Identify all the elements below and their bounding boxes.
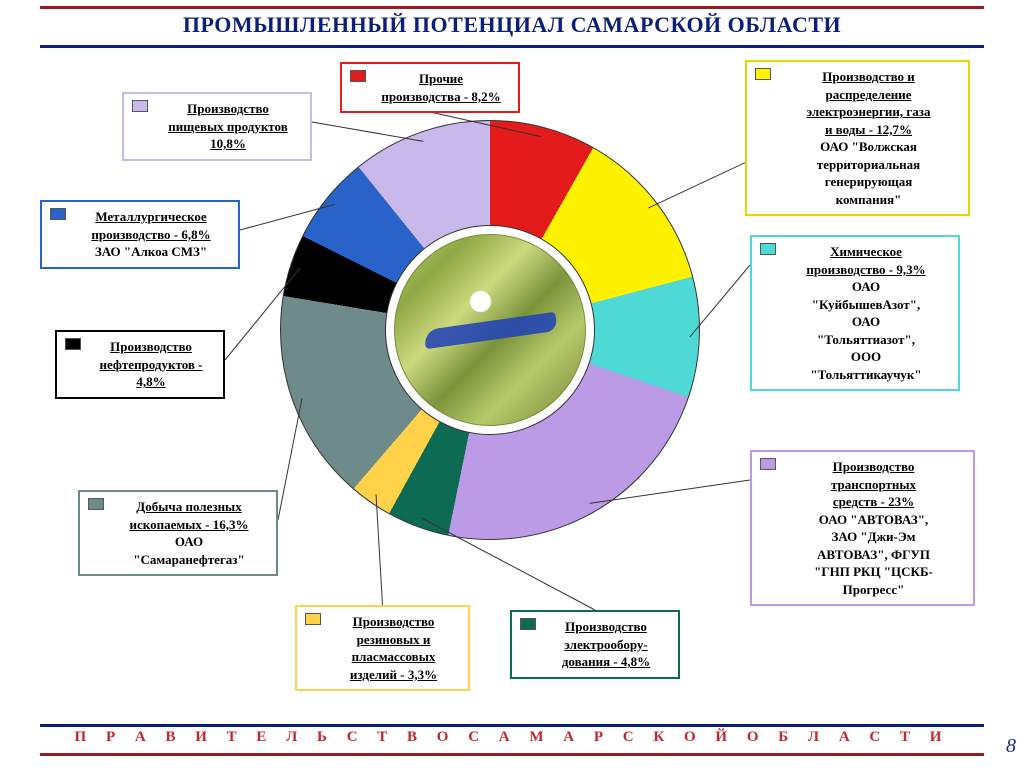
label-text-mining: Добыча полезныхископаемых - 16,3%ОАО"Сам… [110,498,268,568]
swatch-metal [50,208,66,220]
donut-hole [385,225,595,435]
swatch-food [132,100,148,112]
region-map-icon [394,234,585,425]
label-text-other: Прочиепроизводства - 8,2% [372,70,510,105]
footer-rule-bottom [40,753,984,756]
label-other: Прочиепроизводства - 8,2% [340,62,520,113]
footer-text: П Р А В И Т Е Л Ь С Т В О С А М А Р С К … [40,729,984,746]
swatch-petro [65,338,81,350]
donut-chart [280,120,700,540]
swatch-electro [520,618,536,630]
title-rule-top [40,6,984,9]
label-text-transport: Производствотранспортныхсредств - 23%ОАО… [782,458,965,598]
title-rule-bottom [40,45,984,48]
label-mining: Добыча полезныхископаемых - 16,3%ОАО"Сам… [78,490,278,576]
label-energy: Производство ираспределениеэлектроэнерги… [745,60,970,216]
leader-rubber [376,494,382,605]
swatch-rubber [305,613,321,625]
label-text-metal: Металлургическоепроизводство - 6,8%ЗАО "… [72,208,230,261]
swatch-mining [88,498,104,510]
swatch-other [350,70,366,82]
swatch-transport [760,458,776,470]
label-rubber: Производстворезиновых ипласмассовыхиздел… [295,605,470,691]
label-text-electro: Производствоэлектрообору-дования - 4,8% [542,618,670,671]
label-text-petro: Производствонефтепродуктов -4,8% [87,338,215,391]
page-title: ПРОМЫШЛЕННЫЙ ПОТЕНЦИАЛ САМАРСКОЙ ОБЛАСТИ [40,12,984,38]
label-chemical: Химическоепроизводство - 9,3%ОАО"Куйбыше… [750,235,960,391]
swatch-chemical [760,243,776,255]
page-number: 8 [1006,735,1016,758]
footer-rule-top [40,724,984,727]
label-text-rubber: Производстворезиновых ипласмассовыхиздел… [327,613,460,683]
label-transport: Производствотранспортныхсредств - 23%ОАО… [750,450,975,606]
label-food: Производствопищевых продуктов10,8% [122,92,312,161]
swatch-energy [755,68,771,80]
label-text-energy: Производство ираспределениеэлектроэнерги… [777,68,960,208]
label-text-chemical: Химическоепроизводство - 9,3%ОАО"Куйбыше… [782,243,950,383]
title-bar: ПРОМЫШЛЕННЫЙ ПОТЕНЦИАЛ САМАРСКОЙ ОБЛАСТИ [40,10,984,44]
label-electro: Производствоэлектрообору-дования - 4,8% [510,610,680,679]
label-text-food: Производствопищевых продуктов10,8% [154,100,302,153]
label-metal: Металлургическоепроизводство - 6,8%ЗАО "… [40,200,240,269]
footer-bar: П Р А В И Т Е Л Ь С Т В О С А М А Р С К … [40,726,984,754]
label-petro: Производствонефтепродуктов -4,8% [55,330,225,399]
